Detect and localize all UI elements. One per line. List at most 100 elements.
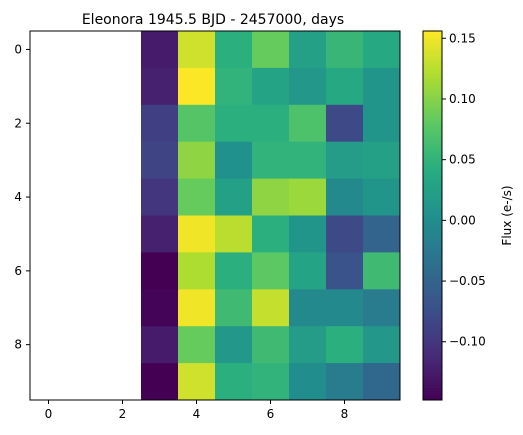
heatmap-cell <box>289 67 327 106</box>
colorbar-segment <box>423 267 442 272</box>
heatmap-cell <box>141 252 179 290</box>
heatmap-cell <box>215 326 253 364</box>
colorbar-segment <box>423 203 442 207</box>
colorbar-segment <box>423 372 442 376</box>
colorbar-segment <box>423 64 442 69</box>
colorbar-segment <box>423 264 442 269</box>
colorbar-segment <box>423 292 442 296</box>
heatmap-cell <box>215 141 253 179</box>
colorbar-segment <box>423 240 442 244</box>
colorbar-segment <box>423 172 442 177</box>
heatmap-cell <box>289 141 327 179</box>
colorbar-segment <box>423 34 442 38</box>
heatmap-cell <box>289 363 327 401</box>
y-tick-label: 6 <box>14 264 22 278</box>
colorbar-segment <box>423 218 442 223</box>
colorbar-segment <box>423 175 442 180</box>
colorbar-segment <box>423 40 442 44</box>
colorbar-segment <box>423 261 442 266</box>
colorbar-segment <box>423 283 442 287</box>
heatmap-cell <box>178 326 216 364</box>
heatmap-cell <box>289 252 327 290</box>
colorbar-segment <box>423 104 442 109</box>
colorbar-segment <box>423 138 442 143</box>
colorbar-segment <box>423 123 442 127</box>
colorbar-segment <box>423 323 442 327</box>
heatmap-cell <box>363 141 401 179</box>
heatmap-cell <box>141 215 179 253</box>
heatmap-cell <box>326 67 364 106</box>
heatmap-cell <box>363 215 401 253</box>
colorbar-segment <box>423 31 442 35</box>
colorbar-segment <box>423 178 442 183</box>
heatmap-cell <box>215 289 253 327</box>
heatmap-cell <box>252 289 290 327</box>
colorbar-segment <box>423 350 442 355</box>
colorbar-segment <box>423 110 442 115</box>
heatmap-cell <box>252 178 290 216</box>
colorbar-segment <box>423 270 442 275</box>
heatmap-cell <box>141 31 179 69</box>
colorbar-ticks: 0.15 0.10 0.05 0.00 −0.05 −0.10 <box>442 31 486 349</box>
heatmap-cell <box>215 363 253 401</box>
colorbar-segment <box>423 89 442 94</box>
colorbar-segment <box>423 150 442 155</box>
colorbar-segment <box>423 55 442 60</box>
x-axis-ticks: 0 2 4 6 8 <box>45 400 349 421</box>
colorbar-segment <box>423 166 442 170</box>
colorbar-segment <box>423 154 442 158</box>
colorbar-segment <box>423 200 442 204</box>
heatmap-cell <box>252 215 290 253</box>
heatmap-cell <box>215 178 253 216</box>
colorbar-segment <box>423 326 442 330</box>
colorbar-segment <box>423 301 442 306</box>
heatmap-cell <box>363 326 401 364</box>
colorbar-segment <box>423 157 442 161</box>
colorbar-segment <box>423 215 442 220</box>
x-tick-label: 0 <box>45 407 53 421</box>
colorbar-segment <box>423 92 442 97</box>
heatmap-cell <box>178 215 216 253</box>
colorbar-segment <box>423 286 442 290</box>
colorbar-segment <box>423 120 442 124</box>
colorbar-segment <box>423 252 442 256</box>
colorbar-segment <box>423 95 442 100</box>
heatmap-cell <box>141 326 179 364</box>
colorbar-segment <box>423 335 442 340</box>
colorbar-segment <box>423 310 442 315</box>
heatmap-cell <box>289 178 327 216</box>
colorbar-tick-label: −0.10 <box>449 335 486 349</box>
colorbar-segment <box>423 329 442 333</box>
heatmap-cell <box>178 141 216 179</box>
y-tick-label: 2 <box>14 116 22 130</box>
colorbar-segment <box>423 277 442 281</box>
heatmap-cell <box>326 326 364 364</box>
heatmap-cell <box>326 31 364 69</box>
heatmap-cell <box>178 104 216 143</box>
heatmap-cell <box>141 289 179 327</box>
x-tick-label: 4 <box>193 407 201 421</box>
colorbar-segment <box>423 160 442 164</box>
colorbar-segment <box>423 332 442 336</box>
colorbar-segment <box>423 396 442 401</box>
colorbar-segment <box>423 360 442 364</box>
heatmap-cell <box>178 289 216 327</box>
heatmap-cell <box>326 215 364 253</box>
heatmap-cell <box>141 178 179 216</box>
colorbar-segment <box>423 43 442 47</box>
heatmap-cell <box>326 252 364 290</box>
x-tick-label: 2 <box>119 407 127 421</box>
colorbar-segment <box>423 80 442 84</box>
x-tick-label: 8 <box>341 407 349 421</box>
heatmap-cell <box>178 31 216 69</box>
colorbar-segment <box>423 46 442 50</box>
colorbar-segment <box>423 129 442 133</box>
colorbar-tick-label: 0.05 <box>449 153 476 167</box>
colorbar-segment <box>423 258 442 263</box>
heatmap-cell <box>252 141 290 179</box>
heatmap-cell <box>252 252 290 290</box>
colorbar-segment <box>423 107 442 112</box>
heatmap-cell <box>141 104 179 143</box>
colorbar-segment <box>423 249 442 253</box>
